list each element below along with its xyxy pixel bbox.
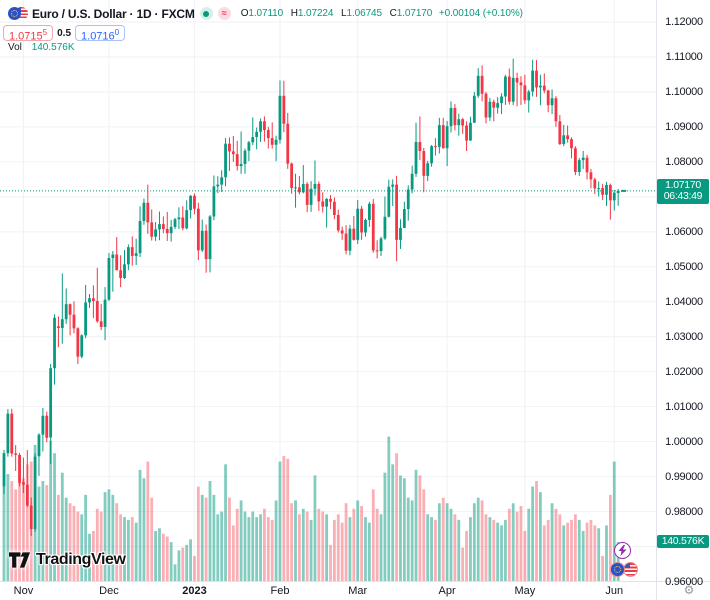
sell-button[interactable]: 1.07155 bbox=[3, 25, 54, 43]
economic-event-flags-icon[interactable] bbox=[610, 562, 640, 579]
price-axis[interactable]: 1.12000 1.11000 1.10000 1.09000 1.08000 1.060… bbox=[656, 0, 710, 588]
time-axis-label: Jun bbox=[605, 585, 624, 597]
delayed-data-icon[interactable]: ≈ bbox=[217, 7, 231, 20]
close-label: C bbox=[389, 8, 397, 19]
price-axis-label: 1.09000 bbox=[665, 120, 703, 133]
symbol-row: Euro / U.S. Dollar · 1D · FXCM ≈ O1.0711… bbox=[8, 5, 523, 22]
price-axis-label: 1.03000 bbox=[665, 330, 703, 343]
price-axis-label: 1.11000 bbox=[665, 50, 703, 63]
time-axis-label: May bbox=[514, 585, 536, 597]
time-axis-label: Apr bbox=[438, 585, 456, 597]
bid-ask-row: 1.07155 0.5 1.07160 bbox=[3, 25, 126, 43]
price-axis-label: 1.00000 bbox=[665, 435, 703, 448]
volume-value: 140.576K bbox=[31, 42, 75, 53]
ohlc-values: O1.07110 H1.07224 L1.06745 C1.07170 +0.0… bbox=[241, 8, 523, 19]
price-axis-label: 1.02000 bbox=[665, 365, 703, 378]
volume-axis-badge: 140.576K bbox=[657, 534, 709, 548]
time-axis-label: Feb bbox=[270, 585, 290, 597]
market-open-icon[interactable] bbox=[199, 7, 213, 20]
open-value: 1.07110 bbox=[248, 8, 284, 19]
price-axis-label: 1.01000 bbox=[665, 400, 703, 413]
symbol-title[interactable]: Euro / U.S. Dollar · 1D · FXCM bbox=[32, 6, 195, 21]
price-axis-label: 1.10000 bbox=[665, 85, 703, 98]
volume-row: Vol 140.576K bbox=[8, 42, 75, 53]
us-flag-icon bbox=[623, 562, 638, 577]
watermark-text: TradingView bbox=[36, 551, 126, 568]
price-axis-label: 1.08000 bbox=[665, 155, 703, 168]
tradingview-watermark[interactable]: TradingView bbox=[8, 551, 126, 569]
last-price-badge: 1.07170 06:43:49 bbox=[657, 178, 709, 204]
eu-flag-icon bbox=[610, 562, 625, 577]
high-label: H bbox=[290, 8, 298, 19]
price-axis-label: 0.98000 bbox=[665, 505, 703, 518]
eurusd-pair-icon bbox=[8, 6, 28, 21]
change-value: +0.00104 (+0.10%) bbox=[438, 8, 523, 19]
time-axis-label: Nov bbox=[13, 585, 34, 597]
economic-event-lightning-icon[interactable] bbox=[614, 542, 631, 559]
eu-flag-icon bbox=[8, 6, 21, 20]
volume-label[interactable]: Vol bbox=[8, 42, 22, 53]
time-axis-label: Mar bbox=[348, 585, 368, 597]
price-axis-label: 1.12000 bbox=[665, 16, 703, 28]
time-axis[interactable]: Nov Dec 2023 Feb Mar Apr May Jun bbox=[0, 582, 656, 600]
time-axis-label: Dec bbox=[99, 585, 119, 597]
last-price-value: 1.07170 bbox=[665, 178, 701, 191]
low-label: L bbox=[341, 8, 347, 19]
open-label: O bbox=[240, 8, 249, 19]
spread-value: 0.5 bbox=[57, 27, 72, 39]
close-value: 1.07170 bbox=[396, 8, 433, 19]
price-axis-label: 0.99000 bbox=[665, 470, 703, 483]
buy-button[interactable]: 1.07160 bbox=[75, 25, 126, 43]
tradingview-logo-icon bbox=[8, 552, 31, 568]
low-value: 1.06745 bbox=[346, 8, 383, 19]
price-axis-label: 1.05000 bbox=[665, 260, 703, 273]
time-axis-label: 2023 bbox=[182, 585, 207, 597]
high-value: 1.07224 bbox=[297, 8, 334, 19]
price-scale-settings-icon[interactable]: ⚙ bbox=[683, 583, 695, 597]
bar-countdown: 06:43:49 bbox=[663, 190, 703, 203]
price-axis-label: 1.04000 bbox=[665, 295, 703, 308]
price-axis-label: 0.96000 bbox=[665, 575, 703, 588]
price-axis-label: 1.06000 bbox=[665, 225, 703, 238]
